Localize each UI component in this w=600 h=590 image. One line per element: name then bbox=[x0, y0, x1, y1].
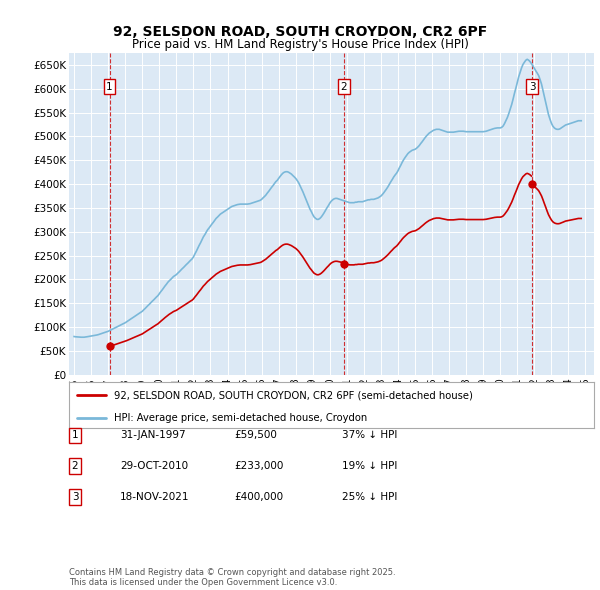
Text: 37% ↓ HPI: 37% ↓ HPI bbox=[342, 431, 397, 440]
Text: 92, SELSDON ROAD, SOUTH CROYDON, CR2 6PF (semi-detached house): 92, SELSDON ROAD, SOUTH CROYDON, CR2 6PF… bbox=[113, 390, 473, 400]
Text: £233,000: £233,000 bbox=[234, 461, 283, 471]
Text: 92, SELSDON ROAD, SOUTH CROYDON, CR2 6PF: 92, SELSDON ROAD, SOUTH CROYDON, CR2 6PF bbox=[113, 25, 487, 40]
Text: 3: 3 bbox=[529, 82, 536, 92]
Text: £59,500: £59,500 bbox=[234, 431, 277, 440]
Text: 2: 2 bbox=[71, 461, 79, 471]
Text: 29-OCT-2010: 29-OCT-2010 bbox=[120, 461, 188, 471]
Text: 18-NOV-2021: 18-NOV-2021 bbox=[120, 492, 190, 502]
Text: 25% ↓ HPI: 25% ↓ HPI bbox=[342, 492, 397, 502]
Text: HPI: Average price, semi-detached house, Croydon: HPI: Average price, semi-detached house,… bbox=[113, 413, 367, 423]
Text: 1: 1 bbox=[71, 431, 79, 440]
Text: 3: 3 bbox=[71, 492, 79, 502]
Text: Contains HM Land Registry data © Crown copyright and database right 2025.
This d: Contains HM Land Registry data © Crown c… bbox=[69, 568, 395, 587]
Text: 31-JAN-1997: 31-JAN-1997 bbox=[120, 431, 185, 440]
Text: 2: 2 bbox=[341, 82, 347, 92]
Text: 19% ↓ HPI: 19% ↓ HPI bbox=[342, 461, 397, 471]
Text: Price paid vs. HM Land Registry's House Price Index (HPI): Price paid vs. HM Land Registry's House … bbox=[131, 38, 469, 51]
Text: 1: 1 bbox=[106, 82, 113, 92]
Text: £400,000: £400,000 bbox=[234, 492, 283, 502]
